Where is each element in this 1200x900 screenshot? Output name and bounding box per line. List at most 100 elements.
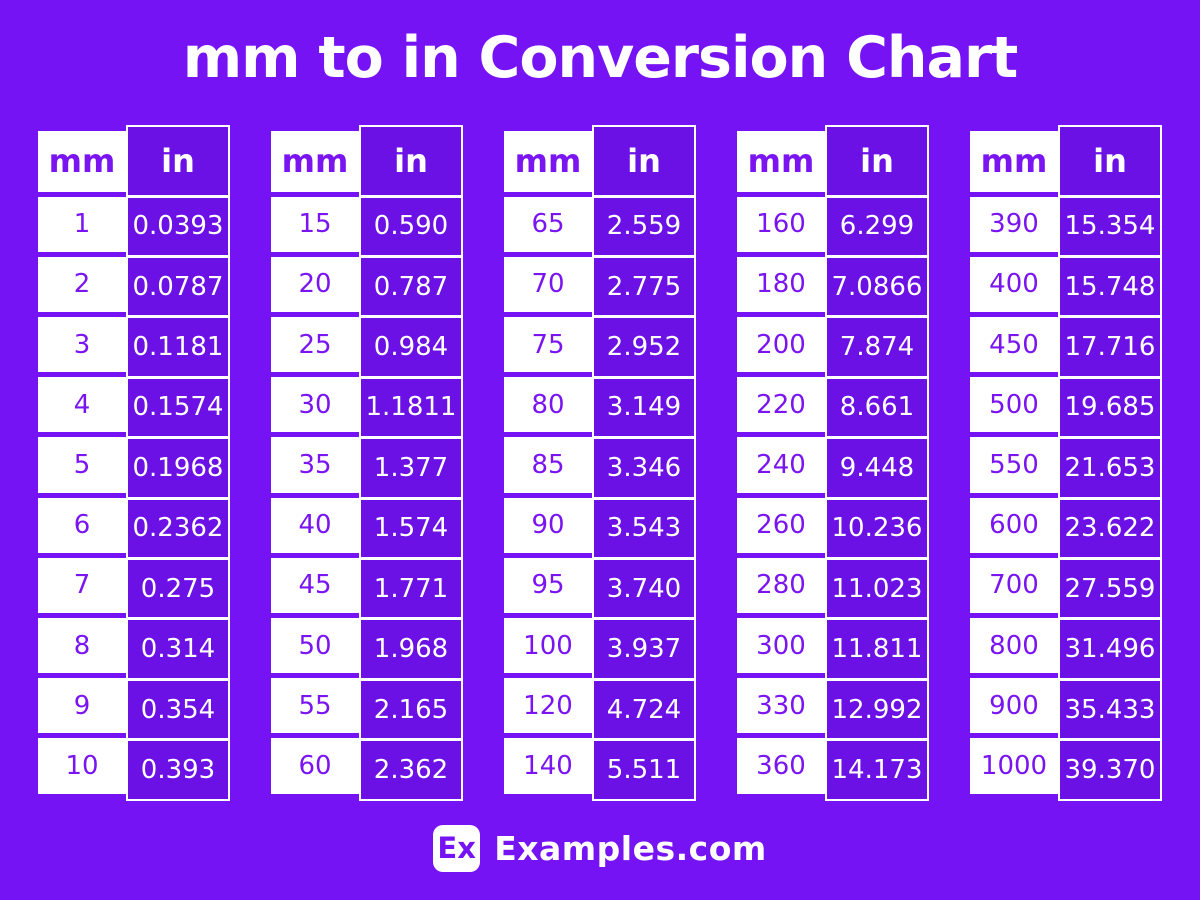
mm-value-cell: 45 [271, 557, 359, 613]
mm-value-cell: 1000 [970, 738, 1058, 794]
in-value-cell: 0.314 [128, 620, 228, 678]
in-value-cell: 0.354 [128, 680, 228, 739]
mm-header-cell: mm [271, 130, 359, 192]
in-value-cell: 3.346 [594, 439, 694, 497]
mm-value-cell: 5 [38, 437, 126, 493]
in-value-cell: 10.236 [827, 499, 927, 557]
in-value-cell: 0.275 [128, 559, 228, 618]
mm-value-cell: 70 [504, 256, 592, 312]
in-value-cell: 27.559 [1060, 559, 1160, 618]
in-value-cell: 3.937 [594, 620, 694, 678]
mm-value-cell: 400 [970, 256, 1058, 312]
mm-value-cell: 80 [504, 377, 592, 433]
in-value-cell: 3.149 [594, 378, 694, 437]
in-value-cell: 7.874 [827, 318, 927, 376]
mm-value-cell: 360 [737, 738, 825, 794]
mm-value-cell: 20 [271, 256, 359, 312]
mm-value-cell: 10 [38, 738, 126, 794]
conversion-table-1: mm 1 2 3 4 5 6 7 8 9 10 in 0.0393 0.0787 0.1181 0.1574 0… [38, 124, 230, 801]
in-value-cell: 0.984 [361, 318, 461, 376]
in-value-cell: 0.0787 [128, 257, 228, 316]
in-value-cell: 35.433 [1060, 680, 1160, 739]
mm-column: mm 1 2 3 4 5 6 7 8 9 10 [38, 130, 126, 794]
in-value-cell: 2.775 [594, 257, 694, 316]
in-header-cell: in [594, 126, 694, 195]
mm-value-cell: 140 [504, 738, 592, 794]
in-value-cell: 9.448 [827, 439, 927, 497]
mm-value-cell: 200 [737, 316, 825, 373]
mm-value-cell: 6 [38, 497, 126, 553]
in-value-cell: 1.574 [361, 499, 461, 557]
site-name: Examples.com [494, 828, 767, 868]
mm-column: mm 390 400 450 500 550 600 700 800 900 1000 [970, 130, 1058, 794]
in-value-cell: 1.1811 [361, 378, 461, 437]
in-value-cell: 2.952 [594, 318, 694, 376]
mm-header-cell: mm [737, 130, 825, 192]
mm-value-cell: 180 [737, 256, 825, 312]
mm-value-cell: 120 [504, 678, 592, 734]
examples-logo-icon: Ex [433, 824, 481, 872]
in-value-cell: 4.724 [594, 680, 694, 739]
mm-value-cell: 280 [737, 557, 825, 613]
mm-value-cell: 55 [271, 678, 359, 734]
in-value-cell: 0.0393 [128, 197, 228, 255]
mm-value-cell: 90 [504, 497, 592, 553]
mm-value-cell: 40 [271, 497, 359, 553]
in-value-cell: 15.354 [1060, 197, 1160, 255]
in-value-cell: 3.740 [594, 559, 694, 618]
conversion-table-3: mm 65 70 75 80 85 90 95 100 120 140 in 2.559 2.775 2.9… [504, 124, 696, 801]
in-value-cell: 15.748 [1060, 257, 1160, 316]
mm-value-cell: 240 [737, 437, 825, 493]
mm-header-cell: mm [970, 130, 1058, 192]
mm-value-cell: 9 [38, 678, 126, 734]
conversion-table-2: mm 15 20 25 30 35 40 45 50 55 60 in 0.590 0.787 0.984 1… [271, 124, 463, 801]
mm-value-cell: 390 [970, 196, 1058, 252]
in-column: in 0.590 0.787 0.984 1.1811 1.377 1.574 1.771 1.… [359, 124, 463, 801]
mm-value-cell: 160 [737, 196, 825, 252]
mm-value-cell: 95 [504, 557, 592, 613]
in-value-cell: 3.543 [594, 499, 694, 557]
mm-value-cell: 300 [737, 617, 825, 674]
mm-value-cell: 35 [271, 437, 359, 493]
mm-value-cell: 30 [271, 377, 359, 433]
in-column: in 6.299 7.0866 7.874 8.661 9.448 10.236 11.023… [825, 124, 929, 801]
in-header-cell: in [361, 126, 461, 195]
in-value-cell: 0.393 [128, 741, 228, 799]
mm-column: mm 160 180 200 220 240 260 280 300 330 360 [737, 130, 825, 794]
in-value-cell: 0.1968 [128, 439, 228, 497]
mm-value-cell: 1 [38, 196, 126, 252]
mm-value-cell: 50 [271, 617, 359, 674]
in-value-cell: 11.811 [827, 620, 927, 678]
mm-value-cell: 25 [271, 316, 359, 373]
mm-value-cell: 550 [970, 437, 1058, 493]
mm-value-cell: 600 [970, 497, 1058, 553]
mm-value-cell: 15 [271, 196, 359, 252]
mm-value-cell: 100 [504, 617, 592, 674]
in-value-cell: 19.685 [1060, 378, 1160, 437]
in-value-cell: 2.559 [594, 197, 694, 255]
mm-value-cell: 75 [504, 316, 592, 373]
in-value-cell: 0.1574 [128, 378, 228, 437]
in-value-cell: 6.299 [827, 197, 927, 255]
mm-value-cell: 500 [970, 377, 1058, 433]
mm-column: mm 15 20 25 30 35 40 45 50 55 60 [271, 130, 359, 794]
mm-value-cell: 4 [38, 377, 126, 433]
in-value-cell: 12.992 [827, 680, 927, 739]
mm-value-cell: 3 [38, 316, 126, 373]
footer-branding: Ex Examples.com [433, 824, 767, 872]
in-column: in 0.0393 0.0787 0.1181 0.1574 0.1968 0.2362 0.… [126, 124, 230, 801]
in-value-cell: 23.622 [1060, 499, 1160, 557]
in-column: in 15.354 15.748 17.716 19.685 21.653 23.622 27… [1058, 124, 1162, 801]
mm-value-cell: 7 [38, 557, 126, 613]
page-title: mm to in Conversion Chart [182, 25, 1019, 91]
conversion-table-5: mm 390 400 450 500 550 600 700 800 900 1000 in 15.35… [970, 124, 1162, 801]
in-value-cell: 5.511 [594, 741, 694, 799]
conversion-tables: mm 1 2 3 4 5 6 7 8 9 10 in 0.0393 0.0787 0.1181 0.1574 0… [38, 124, 1162, 801]
in-header-cell: in [827, 126, 927, 195]
in-value-cell: 39.370 [1060, 741, 1160, 799]
in-value-cell: 8.661 [827, 378, 927, 437]
conversion-table-4: mm 160 180 200 220 240 260 280 300 330 360 in 6.299 7… [737, 124, 929, 801]
mm-header-cell: mm [504, 130, 592, 192]
in-value-cell: 1.771 [361, 559, 461, 618]
in-value-cell: 17.716 [1060, 318, 1160, 376]
